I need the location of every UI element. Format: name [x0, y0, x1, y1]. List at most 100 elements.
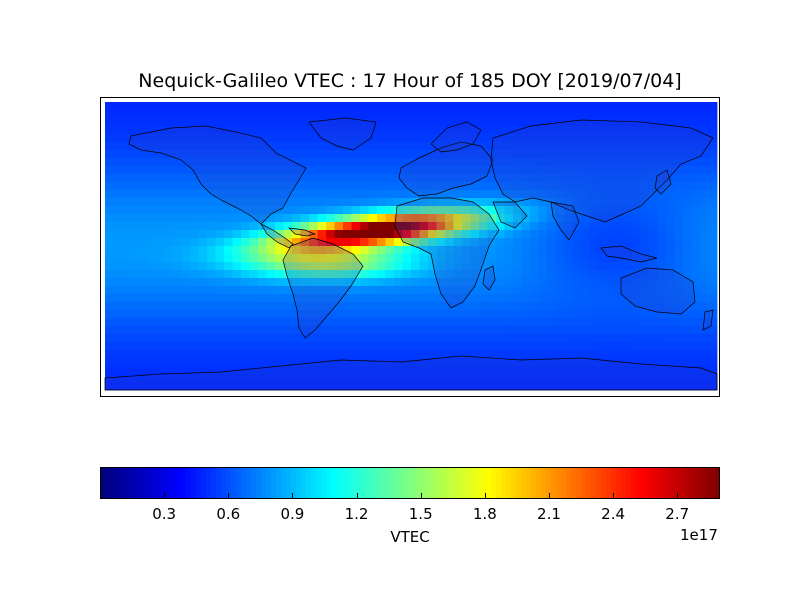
heatmap-cell: [105, 110, 114, 119]
heatmap-cell: [615, 286, 624, 295]
heatmap-cell: [156, 222, 165, 231]
heatmap-cell: [224, 158, 233, 167]
heatmap-cell: [700, 302, 709, 311]
heatmap-cell: [215, 302, 225, 311]
heatmap-cell: [164, 238, 174, 247]
heatmap-cell: [402, 318, 412, 327]
heatmap-cell: [708, 118, 718, 127]
heatmap-cell: [623, 278, 633, 287]
heatmap-cell: [521, 126, 531, 135]
heatmap-cell: [623, 166, 633, 175]
heatmap-cell: [130, 246, 140, 255]
heatmap-cell: [343, 302, 352, 311]
heatmap-cell: [419, 126, 429, 135]
heatmap-cell: [173, 190, 182, 199]
heatmap-cell: [275, 294, 284, 303]
heatmap-cell: [657, 334, 667, 343]
heatmap-cell: [581, 190, 590, 199]
heatmap-cell: [589, 278, 599, 287]
heatmap-cell: [139, 254, 148, 263]
heatmap-cell: [326, 158, 335, 167]
heatmap-cell: [164, 270, 174, 279]
heatmap-cell: [275, 214, 284, 223]
colorbar-segment: [701, 468, 707, 498]
heatmap-cell: [402, 366, 412, 375]
heatmap-cell: [462, 366, 471, 375]
heatmap-cell: [156, 190, 165, 199]
heatmap-cell: [360, 150, 369, 159]
heatmap-cell: [666, 142, 675, 151]
heatmap-cell: [266, 326, 276, 335]
heatmap-cell: [513, 294, 522, 303]
heatmap-cell: [258, 334, 267, 343]
heatmap-cell: [360, 262, 369, 271]
heatmap-cell: [691, 310, 701, 319]
heatmap-cell: [249, 230, 259, 239]
heatmap-cell: [530, 206, 539, 215]
colorbar-segment: [351, 468, 357, 498]
heatmap-cell: [309, 110, 318, 119]
heatmap-cell: [513, 142, 522, 151]
heatmap-cell: [122, 382, 131, 391]
heatmap-cell: [411, 134, 420, 143]
heatmap-cell: [241, 374, 250, 383]
heatmap-cell: [674, 174, 684, 183]
heatmap-cell: [300, 294, 310, 303]
colorbar-segment: [246, 468, 252, 498]
heatmap-cell: [317, 382, 327, 391]
heatmap-cell: [513, 102, 522, 111]
heatmap-cell: [521, 254, 531, 263]
heatmap-cell: [190, 142, 199, 151]
heatmap-cell: [181, 262, 191, 271]
heatmap-cell: [470, 238, 480, 247]
heatmap-cell: [436, 150, 446, 159]
heatmap-cell: [598, 214, 607, 223]
heatmap-cell: [411, 118, 420, 127]
heatmap-cell: [122, 206, 131, 215]
heatmap-cell: [589, 342, 599, 351]
heatmap-cell: [113, 118, 123, 127]
heatmap-cell: [283, 366, 293, 375]
heatmap-cell: [292, 158, 301, 167]
heatmap-cell: [700, 102, 709, 111]
heatmap-cell: [317, 334, 327, 343]
heatmap-cell: [674, 222, 684, 231]
heatmap-cell: [640, 334, 650, 343]
heatmap-cell: [496, 246, 505, 255]
heatmap-cell: [360, 182, 369, 191]
heatmap-cell: [419, 142, 429, 151]
heatmap-cell: [113, 142, 123, 151]
heatmap-cell: [606, 134, 616, 143]
heatmap-cell: [351, 350, 361, 359]
heatmap-cell: [249, 374, 259, 383]
heatmap-cell: [207, 358, 216, 367]
heatmap-cell: [530, 286, 539, 295]
heatmap-cell: [462, 310, 471, 319]
colorbar-segment: [151, 468, 157, 498]
heatmap-cell: [156, 382, 165, 391]
heatmap-cell: [691, 326, 701, 335]
heatmap-cell: [640, 206, 650, 215]
heatmap-cell: [351, 302, 361, 311]
heatmap-cell: [300, 286, 310, 295]
heatmap-cell: [164, 102, 174, 111]
heatmap-cell: [496, 190, 505, 199]
heatmap-cell: [504, 358, 514, 367]
heatmap-cell: [130, 286, 140, 295]
heatmap-cell: [164, 310, 174, 319]
heatmap-cell: [173, 198, 182, 207]
heatmap-cell: [309, 126, 318, 135]
heatmap-cell: [139, 110, 148, 119]
heatmap-cell: [377, 262, 386, 271]
heatmap-cell: [547, 374, 556, 383]
heatmap-cell: [487, 246, 497, 255]
heatmap-cell: [606, 230, 616, 239]
heatmap-cell: [147, 238, 157, 247]
heatmap-cell: [249, 142, 259, 151]
heatmap-cell: [334, 342, 344, 351]
heatmap-cell: [275, 246, 284, 255]
heatmap-cell: [700, 294, 709, 303]
heatmap-cell: [317, 278, 327, 287]
heatmap-cell: [445, 342, 454, 351]
heatmap-cell: [334, 102, 344, 111]
